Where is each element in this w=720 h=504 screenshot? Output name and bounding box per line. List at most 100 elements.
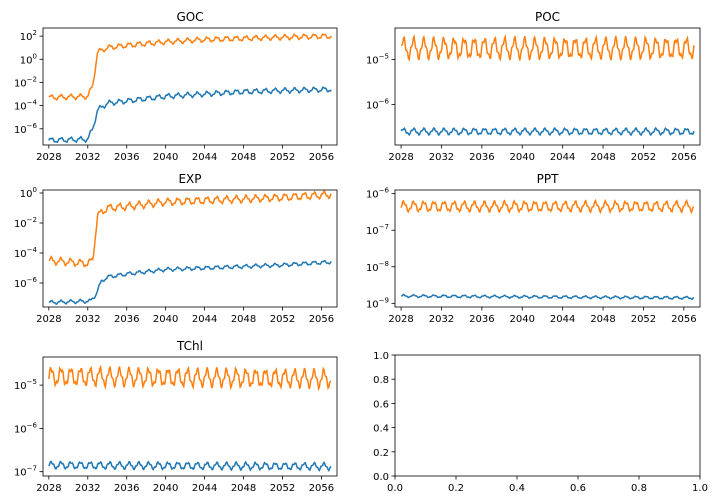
x-tick-label: 2028: [388, 314, 413, 325]
x-tick-label: 2028: [36, 152, 61, 163]
y-tick-label: 1.0: [373, 351, 389, 362]
axes-frame: [42, 356, 338, 477]
y-tick-label: 0.2: [373, 448, 389, 459]
x-tick-label: 0.0: [387, 483, 403, 494]
y-tick-exponent: −2: [27, 216, 37, 224]
y-tick-label: 10−4: [14, 99, 38, 113]
axes-frame: [394, 189, 701, 308]
y-tick-label: 10−6: [14, 276, 38, 290]
x-tick-label: 2048: [231, 483, 256, 494]
x-tick-label: 2040: [510, 152, 535, 163]
x-tick-label: 2036: [114, 314, 139, 325]
x-tick-label: 2044: [550, 314, 575, 325]
axes-frame: [394, 354, 701, 477]
axes-frame: [42, 189, 338, 308]
y-tick-base: 10: [366, 226, 379, 237]
y-tick-exponent: −4: [27, 246, 38, 254]
y-tick-label: 10−9: [366, 296, 389, 310]
x-tick-label: 1.0: [692, 483, 708, 494]
y-tick-base: 10: [366, 299, 379, 310]
subplot-empty: 0.0 0.2 0.4 0.6 0.8 1.0 0.0 0.2 0.4 0.6 0.8 1.0: [373, 351, 708, 494]
y-tick-base: 10: [20, 189, 33, 200]
x-tick-label: 2028: [36, 483, 61, 494]
y-tick-label: 10−6: [14, 122, 38, 136]
y-tick-exponent: 2: [33, 29, 37, 37]
x-tick-label: 2044: [192, 152, 217, 163]
series-line-2: [48, 33, 332, 101]
y-tick-exponent: −4: [27, 99, 38, 107]
y-tick-label: 0.0: [373, 472, 389, 483]
x-tick-label: 2040: [153, 152, 178, 163]
y-tick-label: 10−5: [366, 53, 389, 67]
x-tick-label: 2044: [550, 152, 575, 163]
y-tick-base: 10: [14, 78, 27, 89]
x-tick-label: 2052: [631, 152, 656, 163]
y-tick-base: 10: [14, 279, 27, 290]
series-line-2: [400, 34, 695, 62]
y-tick-exponent: −6: [27, 276, 38, 284]
y-tick-base: 10: [20, 55, 33, 66]
x-tick-label: 2048: [590, 152, 615, 163]
y-tick-exponent: −6: [379, 98, 390, 106]
y-tick-label: 0.8: [373, 375, 389, 386]
x-tick-label: 2040: [153, 314, 178, 325]
y-tick-exponent: −2: [27, 75, 37, 83]
x-tick-label: 0.2: [448, 483, 464, 494]
x-tick-label: 2032: [429, 152, 454, 163]
y-tick-label: 10−4: [14, 246, 38, 260]
y-tick-label: 10−7: [14, 465, 37, 479]
x-tick-label: 2044: [192, 483, 217, 494]
y-tick-exponent: −7: [27, 465, 37, 473]
x-tick-label: 2052: [270, 483, 295, 494]
series-line-1: [400, 126, 695, 137]
y-tick-base: 10: [366, 56, 379, 67]
x-tick-label: 2052: [270, 314, 295, 325]
y-tick-base: 10: [366, 190, 379, 201]
y-tick-label: 10−5: [14, 378, 37, 392]
y-tick-exponent: −6: [27, 421, 38, 429]
axes-frame: [42, 27, 338, 146]
x-tick-label: 2056: [671, 152, 696, 163]
series-line-2: [48, 364, 332, 392]
x-tick-label: 2056: [309, 314, 334, 325]
series-line-1: [48, 86, 332, 144]
x-tick-label: 2048: [231, 152, 256, 163]
x-tick-label: 2036: [469, 152, 494, 163]
y-tick-base: 10: [14, 381, 27, 392]
x-tick-label: 0.4: [509, 483, 525, 494]
x-tick-label: 2040: [510, 314, 535, 325]
y-tick-base: 10: [14, 102, 27, 113]
x-tick-label: 0.8: [631, 483, 647, 494]
subplot-title: PPT: [537, 172, 559, 186]
y-tick-label: 0.6: [373, 399, 389, 410]
series-line-1: [48, 460, 332, 473]
x-tick-label: 2032: [75, 314, 100, 325]
x-tick-label: 2028: [36, 314, 61, 325]
series-line-1: [400, 293, 695, 301]
subplot-title: EXP: [178, 172, 201, 186]
y-tick-base: 10: [14, 249, 27, 260]
y-tick-exponent: −6: [27, 122, 38, 130]
x-tick-label: 2044: [192, 314, 217, 325]
x-tick-label: 2048: [590, 314, 615, 325]
y-tick-base: 10: [366, 263, 379, 274]
x-tick-label: 2052: [631, 314, 656, 325]
y-tick-label: 100: [20, 52, 37, 66]
y-tick-base: 10: [14, 125, 27, 136]
y-tick-label: 0.4: [373, 424, 389, 435]
y-tick-label: 10−6: [14, 421, 38, 435]
y-tick-label: 102: [20, 29, 37, 43]
y-tick-label: 100: [20, 186, 37, 200]
y-tick-exponent: −9: [379, 296, 389, 304]
y-tick-exponent: −8: [379, 260, 389, 268]
y-tick-label: 10−2: [14, 75, 37, 89]
y-tick-base: 10: [14, 468, 27, 479]
x-tick-label: 2036: [114, 152, 139, 163]
y-tick-label: 10−2: [14, 216, 37, 230]
